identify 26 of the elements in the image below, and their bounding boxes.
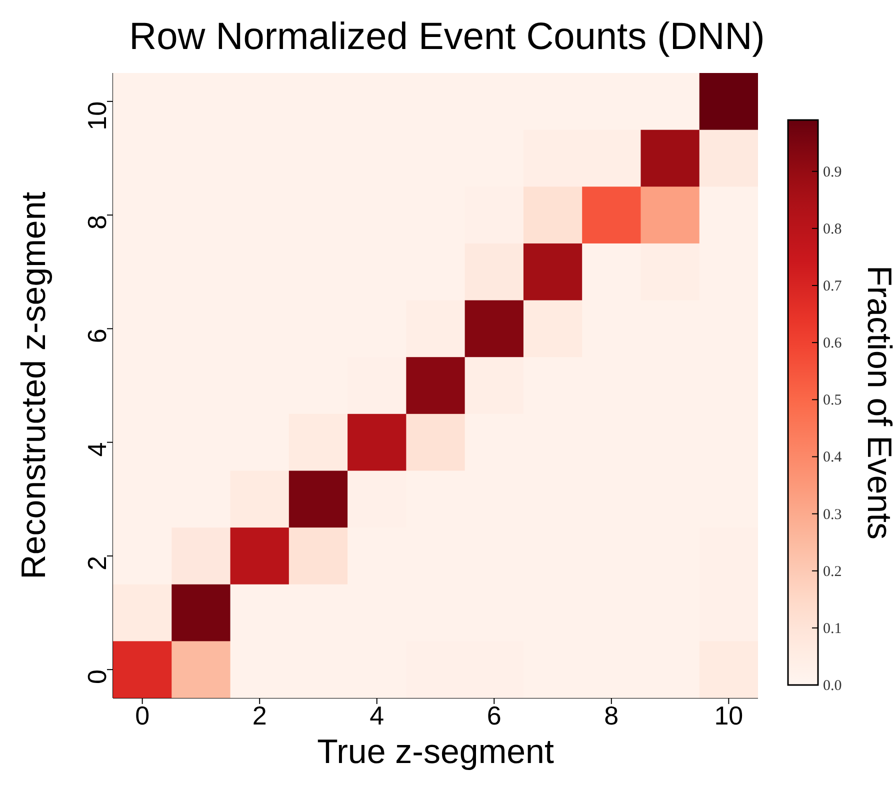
color-bar-label: 0.2 [823, 564, 842, 580]
color-bar-label: 0.1 [823, 620, 842, 637]
color-bar-label: 0.8 [823, 221, 842, 238]
y-tick-label: 10 [82, 101, 112, 130]
x-tick-label: 10 [714, 700, 744, 730]
y-tick-label: 0 [82, 670, 112, 684]
x-tick-label: 6 [486, 700, 502, 730]
x-tick-label: 2 [252, 700, 267, 730]
color-bar-label: 0.9 [823, 164, 842, 180]
y-tick-label: 4 [82, 442, 112, 457]
x-tick-label: 4 [370, 700, 384, 730]
x-tick-label: 0 [135, 700, 150, 730]
y-tick-label: 2 [82, 556, 112, 570]
color-bar-label: 0.3 [823, 506, 842, 523]
color-bar-label: 0.6 [823, 336, 842, 352]
color-bar-label: 0.0 [823, 678, 842, 694]
y-tick-label: 6 [82, 328, 112, 344]
y-axis-title: Reconstructed z-segment [15, 191, 54, 580]
chart-title: Row Normalized Event Counts (DNN) [128, 16, 766, 59]
color-bar-title: Fraction of Events [860, 265, 894, 540]
color-bar-label: 0.7 [823, 278, 842, 295]
color-bar-label: 0.5 [823, 392, 842, 409]
y-tick-label: 8 [82, 215, 112, 230]
x-axis-title: True z-segment [317, 733, 554, 771]
color-bar-label: 0.4 [823, 450, 842, 466]
x-tick-label: 8 [604, 700, 619, 730]
